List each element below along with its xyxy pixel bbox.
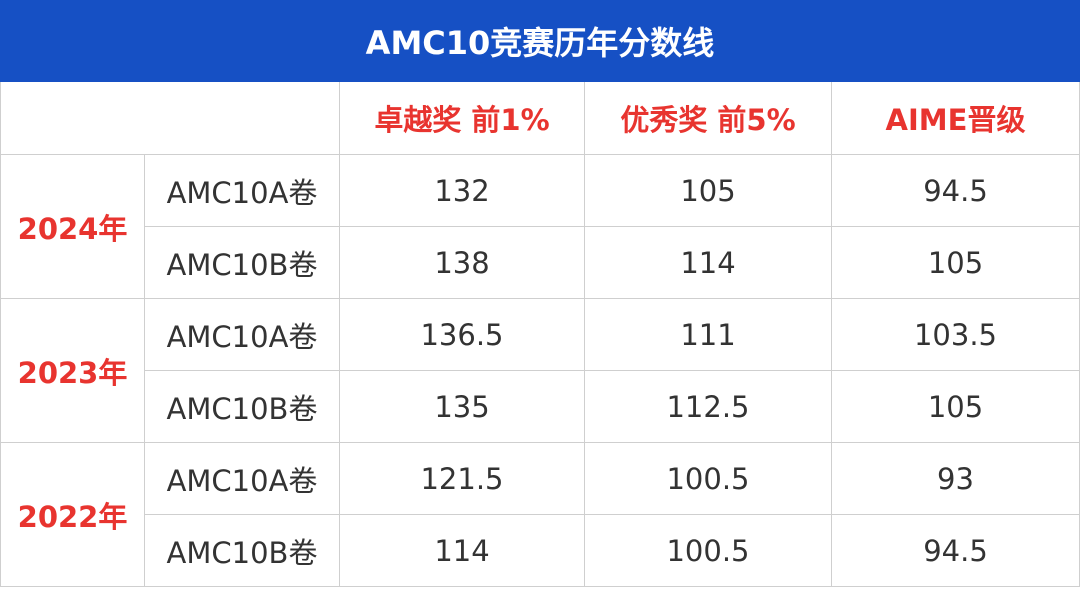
- score-cell: 136.5: [340, 299, 585, 371]
- title: AMC10竞赛历年分数线: [365, 24, 715, 62]
- score-cell: 94.5: [832, 515, 1080, 587]
- score-cell: 114: [340, 515, 585, 587]
- paper-cell: AMC10A卷: [145, 299, 340, 371]
- paper-cell: AMC10B卷: [145, 371, 340, 443]
- score-cell: 132: [340, 155, 585, 227]
- score-cell: 138: [340, 227, 585, 299]
- score-cell: 93: [832, 443, 1080, 515]
- score-cell: 105: [832, 371, 1080, 443]
- score-cell: 105: [585, 155, 832, 227]
- score-cell: 100.5: [585, 443, 832, 515]
- paper-cell: AMC10B卷: [145, 515, 340, 587]
- column-header: 优秀奖 前5%: [585, 82, 832, 155]
- score-cell: 135: [340, 371, 585, 443]
- score-cell: 100.5: [585, 515, 832, 587]
- paper-cell: AMC10A卷: [145, 155, 340, 227]
- paper-cell: AMC10A卷: [145, 443, 340, 515]
- score-cell: 94.5: [832, 155, 1080, 227]
- score-cell: 121.5: [340, 443, 585, 515]
- column-header: 卓越奖 前1%: [340, 82, 585, 155]
- column-header: AIME晋级: [832, 82, 1080, 155]
- year-cell: 2023年: [0, 299, 145, 443]
- score-cell: 105: [832, 227, 1080, 299]
- score-cell: 103.5: [832, 299, 1080, 371]
- year-cell: 2022年: [0, 443, 145, 587]
- year-cell: 2024年: [0, 155, 145, 299]
- score-cell: 112.5: [585, 371, 832, 443]
- title-bar: AMC10竞赛历年分数线: [0, 0, 1080, 82]
- paper-cell: AMC10B卷: [145, 227, 340, 299]
- header-blank: [0, 82, 340, 155]
- score-cell: 114: [585, 227, 832, 299]
- score-cell: 111: [585, 299, 832, 371]
